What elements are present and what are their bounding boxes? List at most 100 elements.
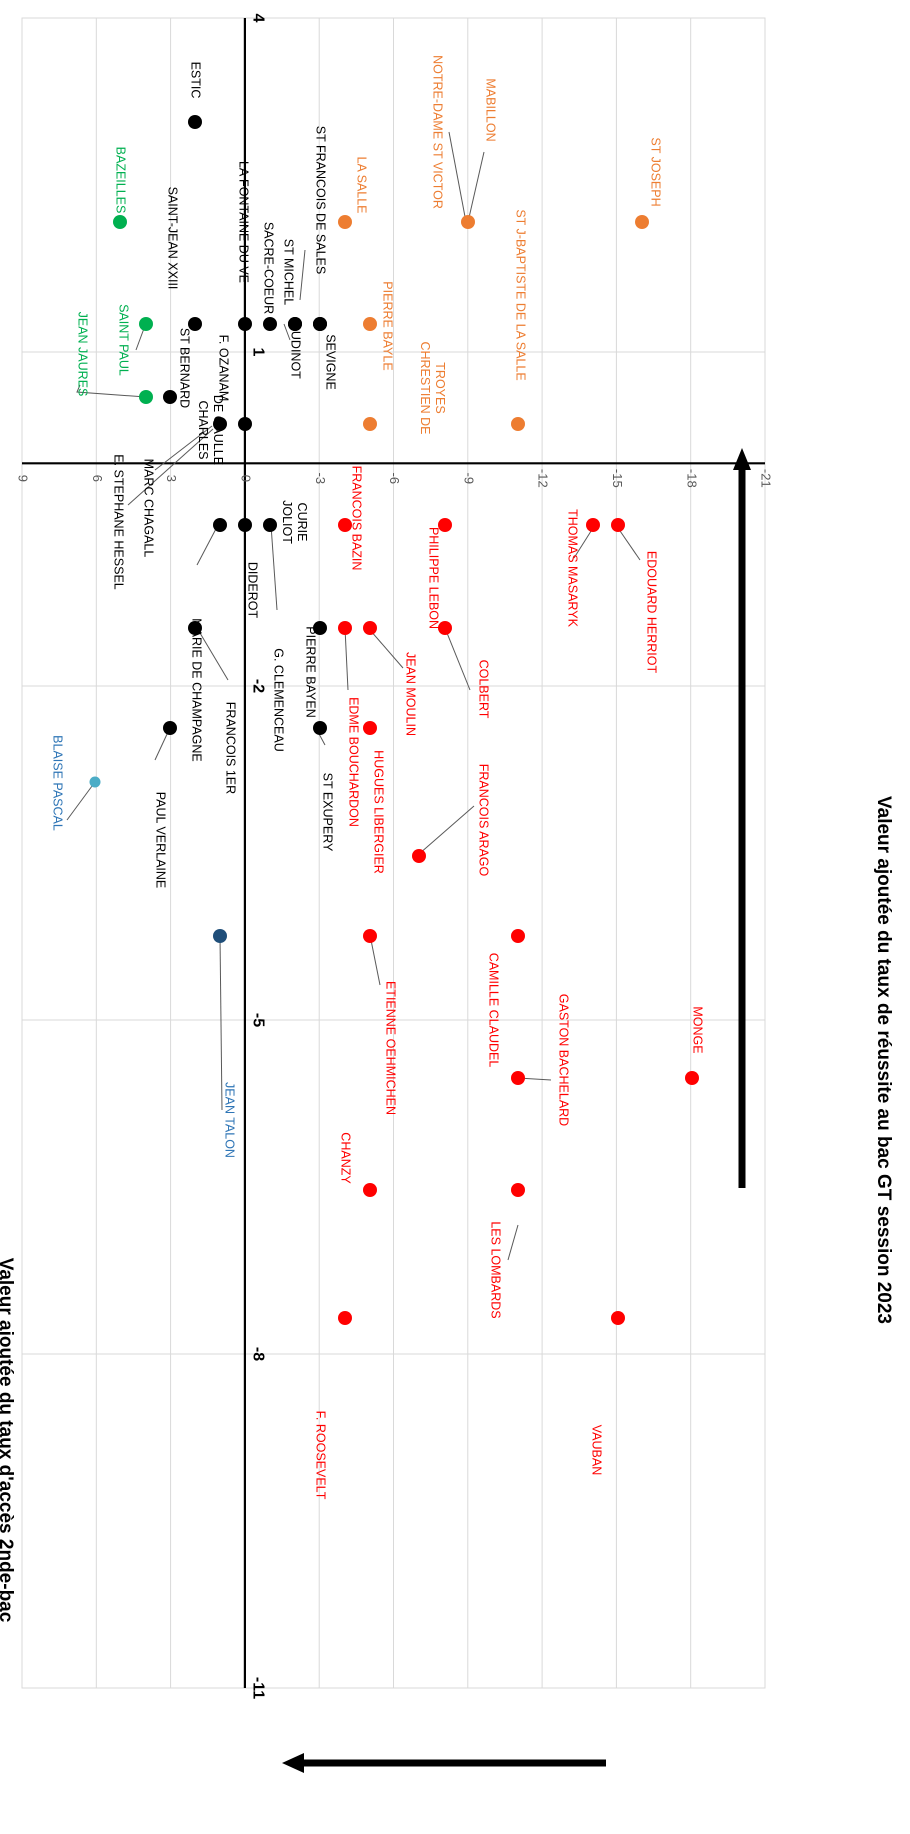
- point-label: ST JOSEPH: [649, 137, 663, 206]
- point-label: F. OZANAM: [217, 335, 231, 402]
- point-label: BLAISE PASCAL: [51, 735, 65, 831]
- y-tick-label: -21: [759, 469, 774, 488]
- x-axis-title: Valeur ajoutée du taux d'accès 2nde-bac: [0, 1258, 16, 1623]
- point-label: CHANZY: [339, 1132, 353, 1184]
- point-sacre-coeur: [263, 317, 277, 331]
- point-st-exupery: [313, 721, 327, 735]
- point-oudinot: [288, 317, 302, 331]
- y-tick-label: -12: [536, 469, 551, 488]
- point-label: E. STEPHANE HESSEL: [112, 454, 126, 590]
- point-francois-bazin: [338, 518, 352, 532]
- point-chanzy: [363, 1183, 377, 1197]
- leader-line: [344, 627, 349, 691]
- point-label: JEAN MOULIN: [404, 652, 418, 736]
- point-label: BAZEILLES: [114, 147, 128, 214]
- leader-line: [418, 805, 475, 855]
- leader-line: [76, 384, 147, 398]
- axes-layer: [22, 18, 765, 1773]
- point-label: PIERRE BAYLE: [381, 281, 395, 370]
- point-label: F. ROOSEVELT: [314, 1411, 328, 1500]
- point-saint-jean-xxiii: [188, 317, 202, 331]
- point-label: JEAN TALON: [223, 1082, 237, 1158]
- point-label: LES LOMBARDS: [489, 1221, 503, 1318]
- y-tick-label: 6: [90, 475, 105, 482]
- point-label: CURIE: [295, 503, 309, 542]
- leader-line: [467, 151, 485, 223]
- leader-line: [66, 781, 96, 821]
- y-tick-label: 9: [16, 475, 31, 482]
- point-etienne-oehmichen: [363, 929, 377, 943]
- point-label: PIERRE BAYEN: [304, 626, 318, 717]
- y-tick-label: -3: [313, 473, 328, 485]
- leader-lines-layer: [66, 131, 641, 1261]
- point-jean-moulin: [363, 621, 377, 635]
- point-estic: [188, 115, 202, 129]
- point-label: PHILIPPE LEBON: [427, 527, 441, 629]
- point-label: NOTRE-DAME ST VICTOR: [431, 55, 445, 209]
- point-label: LA SALLE: [355, 157, 369, 214]
- grid-layer: [21, 17, 766, 1689]
- point-label: ST MICHEL: [282, 239, 296, 305]
- x-tick-label: -2: [250, 679, 267, 693]
- point-notre-dame-st-victor: [461, 215, 475, 229]
- point-label: SACRE-COEUR: [262, 222, 276, 314]
- point-chrestien-de-troyes: [363, 417, 377, 431]
- point-les-lombards: [511, 1183, 525, 1197]
- point-edme-bouchardon: [338, 621, 352, 635]
- point-label: FRANCOIS BAZIN: [350, 466, 364, 571]
- point-jean-jaures: [139, 390, 153, 404]
- point-label: MONGE: [691, 1006, 705, 1053]
- point-labels-layer: ESTIC SAINT-JEAN XXIII LA FONTAINE DU VE SA…: [51, 55, 705, 1500]
- point-label: MABILLON: [484, 78, 498, 141]
- point-label: LA FONTAINE DU VE: [237, 161, 251, 283]
- point-label: JEAN JAURES: [76, 312, 90, 397]
- leader-line: [617, 527, 641, 561]
- y-tick-label: -9: [461, 473, 476, 485]
- point-hugues-libergier: [363, 721, 377, 735]
- point-blaise-pascal: [89, 776, 101, 788]
- x-tick-label: -11: [250, 1677, 267, 1699]
- leader-line: [196, 627, 229, 681]
- point-label: DIDEROT: [246, 562, 260, 619]
- point-la-fontaine-du-ve: [238, 317, 252, 331]
- point-jean-talon: [213, 929, 227, 943]
- point-vauban: [611, 1311, 625, 1325]
- x-axis-arrow: [282, 1753, 606, 1773]
- point-label: MARC CHAGALL: [142, 459, 156, 558]
- point-label: HUGUES LIBERGIER: [372, 750, 386, 874]
- leader-line: [270, 524, 278, 611]
- point-diderot: [238, 518, 252, 532]
- y-tick-label: 3: [164, 475, 179, 482]
- point-label: VAUBAN: [590, 1425, 604, 1475]
- point-st-bernard: [163, 390, 177, 404]
- point-st-j-baptiste-de-la-salle: [511, 417, 525, 431]
- point-monge: [685, 1071, 699, 1085]
- point-marie-de-champagne: [213, 518, 227, 532]
- point-label: G. CLEMENCEAU: [272, 648, 286, 752]
- point-camille-claudel: [511, 929, 525, 943]
- point-thomas-masaryk: [586, 518, 600, 532]
- point-label: MARIE DE CHAMPAGNE: [190, 618, 204, 762]
- point-francois-arago: [412, 849, 426, 863]
- leader-line: [219, 935, 223, 1111]
- point-f-roosevelt: [338, 1311, 352, 1325]
- point-la-salle: [338, 215, 352, 229]
- leader-line: [299, 249, 306, 301]
- point-label: CHRESTIEN DE: [418, 341, 432, 434]
- point-g-clemenceau: [313, 621, 327, 635]
- point-label: GASTON BACHELARD: [557, 994, 571, 1126]
- axis-titles-layer: Valeur ajoutée du taux de réussite au ba…: [0, 796, 894, 1623]
- point-label: OUDINOT: [289, 321, 303, 379]
- leader-line: [507, 1224, 519, 1261]
- point-label: EDME BOUCHARDON: [347, 697, 361, 827]
- x-tick-label: 4: [250, 14, 267, 23]
- leader-line: [154, 425, 213, 471]
- x-tick-label: -8: [250, 1347, 267, 1361]
- x-tick-label: -5: [250, 1013, 267, 1027]
- y-tick-label: -18: [684, 469, 699, 488]
- leader-line: [196, 524, 219, 566]
- point-colbert: [438, 621, 452, 635]
- point-f-ozanam: [213, 417, 227, 431]
- point-saint-paul: [139, 317, 153, 331]
- point-philippe-lebon: [438, 518, 452, 532]
